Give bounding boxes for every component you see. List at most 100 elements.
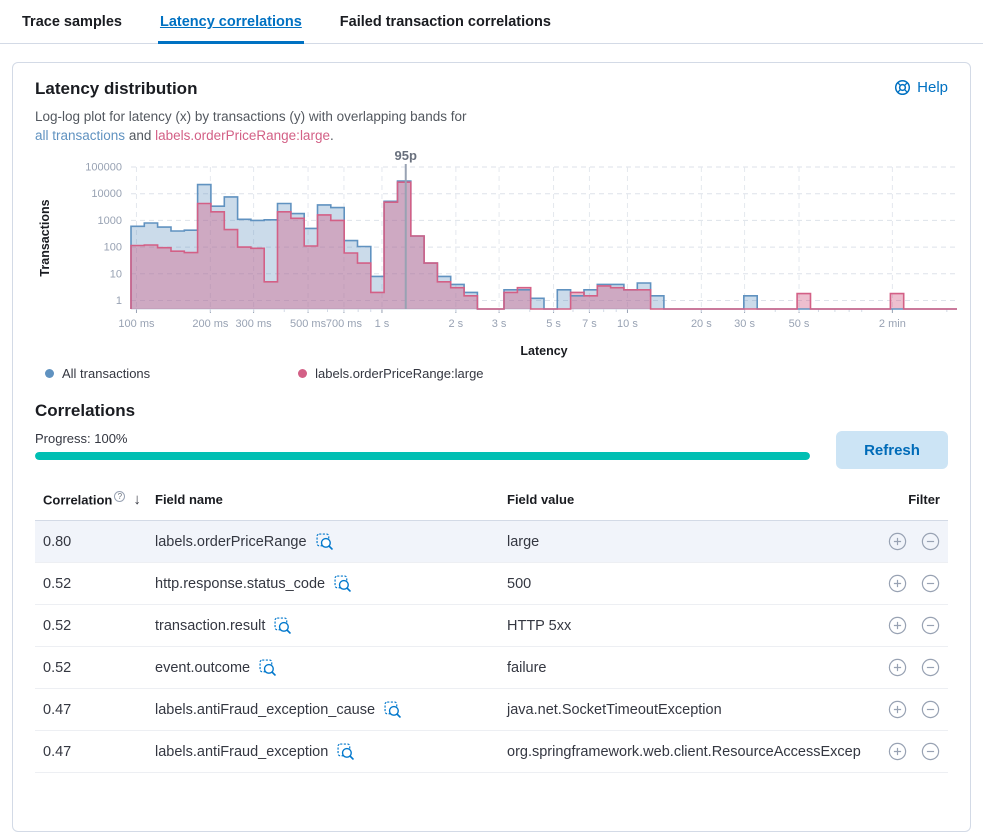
column-header-correlation[interactable]: Correlation? ↓ — [43, 491, 141, 509]
legend-item-all-transactions[interactable]: All transactions — [45, 366, 150, 381]
filter-exclude-minus-icon[interactable] — [921, 574, 940, 593]
filter-exclude-minus-icon[interactable] — [921, 658, 940, 677]
field-name: http.response.status_code — [155, 575, 326, 592]
filter-include-plus-icon[interactable] — [888, 532, 907, 551]
correlations-heading: Correlations — [35, 401, 136, 420]
svg-text:30 s: 30 s — [734, 318, 755, 330]
view-in-discover-icon[interactable] — [337, 743, 355, 761]
field-name: transaction.result — [155, 617, 266, 634]
correlation-value: 0.47 — [43, 743, 72, 760]
filter-exclude-minus-icon[interactable] — [921, 700, 940, 719]
all-transactions-link[interactable]: all transactions — [35, 128, 126, 143]
svg-text:2 s: 2 s — [449, 318, 464, 330]
legend-dot-pink — [298, 369, 308, 378]
svg-text:1: 1 — [116, 295, 122, 307]
svg-text:3 s: 3 s — [492, 318, 507, 330]
help-label: Help — [917, 79, 948, 96]
svg-text:500 ms: 500 ms — [290, 318, 327, 330]
svg-text:1 s: 1 s — [375, 318, 390, 330]
field-name: labels.antiFraud_exception — [155, 743, 329, 760]
filter-include-plus-icon[interactable] — [888, 658, 907, 677]
correlation-value: 0.80 — [43, 533, 72, 550]
help-link[interactable]: Help — [894, 79, 948, 96]
description-conjunction: and — [128, 128, 152, 143]
info-icon[interactable]: ? — [114, 491, 126, 502]
field-value: large — [507, 533, 540, 550]
svg-text:2 min: 2 min — [879, 318, 906, 330]
correlation-value: 0.52 — [43, 659, 72, 676]
progress-bar — [35, 452, 810, 460]
latency-distribution-chart: 1 10 100 1000 10000 100000 100 ms 200 ms 300 ms 5… — [35, 148, 957, 364]
view-in-discover-icon[interactable] — [316, 533, 333, 551]
filter-exclude-minus-icon[interactable] — [921, 532, 940, 551]
table-row: 0.52 http.response.status_code 500 — [35, 563, 948, 606]
y-axis-title: Transactions — [38, 199, 52, 276]
field-value: failure — [507, 659, 547, 676]
column-header-field-value: Field value — [507, 492, 575, 508]
tab-latency-correlations[interactable]: Latency correlations — [157, 2, 304, 44]
legend-dot-blue — [45, 369, 54, 378]
table-row: 0.47 labels.antiFraud_exception org.spring… — [35, 731, 948, 774]
field-name: labels.antiFraud_exception_cause — [155, 701, 376, 718]
svg-text:5 s: 5 s — [546, 318, 561, 330]
svg-text:50 s: 50 s — [789, 318, 810, 330]
legend-label: All transactions — [62, 366, 151, 381]
filter-exclude-minus-icon[interactable] — [921, 616, 940, 635]
tab-failed-transaction-correlations[interactable]: Failed transaction correlations — [339, 14, 551, 30]
correlation-value: 0.52 — [43, 575, 72, 592]
field-name: event.outcome — [155, 659, 251, 676]
svg-text:200 ms: 200 ms — [192, 318, 229, 330]
svg-text:300 ms: 300 ms — [236, 318, 273, 330]
table-row: 0.80 labels.orderPriceRange large — [35, 521, 948, 564]
column-header-filter: Filter — [908, 492, 940, 508]
sort-descending-icon[interactable]: ↓ — [133, 491, 141, 509]
svg-text:700 ms: 700 ms — [326, 318, 363, 330]
chart-legend: All transactions labels.orderPriceRange:… — [45, 366, 948, 381]
table-row: 0.47 labels.antiFraud_exception_cause java… — [35, 689, 948, 732]
chart-description: Log-log plot for latency (x) by transact… — [35, 107, 948, 145]
tab-trace-samples[interactable]: Trace samples — [22, 14, 122, 30]
svg-text:95p: 95p — [395, 151, 417, 163]
svg-text:100 ms: 100 ms — [118, 318, 155, 330]
column-header-field-name: Field name — [155, 492, 223, 508]
filter-include-plus-icon[interactable] — [888, 700, 907, 719]
filter-include-plus-icon[interactable] — [888, 574, 907, 593]
view-in-discover-icon[interactable] — [259, 659, 276, 677]
field-name: labels.orderPriceRange — [155, 533, 307, 550]
field-value: org.springframework.web.client.ResourceA… — [507, 743, 861, 760]
view-in-discover-icon[interactable] — [334, 575, 351, 593]
field-value: 500 — [507, 575, 532, 592]
svg-text:Latency: Latency — [520, 344, 567, 358]
refresh-button[interactable]: Refresh — [836, 431, 948, 469]
filter-include-plus-icon[interactable] — [888, 616, 907, 635]
correlations-table-body: 0.80 labels.orderPriceRange large 0.52 http.… — [35, 521, 948, 774]
panel-title: Latency distribution — [35, 79, 198, 98]
svg-text:100: 100 — [104, 242, 122, 254]
svg-text:10 s: 10 s — [617, 318, 638, 330]
svg-text:10000: 10000 — [91, 188, 122, 200]
description-text: Log-log plot for latency (x) by transact… — [35, 109, 467, 124]
table-row: 0.52 transaction.result HTTP 5xx — [35, 605, 948, 648]
filter-exclude-minus-icon[interactable] — [921, 742, 940, 761]
description-period: . — [329, 128, 334, 143]
view-in-discover-icon[interactable] — [274, 617, 292, 635]
field-value: HTTP 5xx — [507, 617, 572, 634]
svg-text:100000: 100000 — [85, 162, 122, 174]
svg-text:20 s: 20 s — [691, 318, 712, 330]
svg-text:1000: 1000 — [98, 215, 122, 227]
order-price-range-link[interactable]: labels.orderPriceRange:large — [155, 128, 330, 143]
life-ring-help-icon — [894, 79, 911, 96]
correlations-table-header: Correlation? ↓ Field name Field value Fil… — [35, 479, 948, 522]
field-value: java.net.SocketTimeoutException — [507, 701, 722, 718]
correlations-table: Correlation? ↓ Field name Field value Fil… — [35, 479, 948, 774]
correlation-value: 0.52 — [43, 617, 72, 634]
table-row: 0.52 event.outcome failure — [35, 647, 948, 690]
tab-bar: Trace samples Latency correlations Faile… — [0, 2, 983, 44]
legend-label: labels.orderPriceRange:large — [315, 366, 484, 381]
view-in-discover-icon[interactable] — [384, 701, 401, 719]
filter-include-plus-icon[interactable] — [888, 742, 907, 761]
latency-correlations-panel: Latency distribution Help Log-log plot f… — [12, 62, 971, 832]
svg-text:10: 10 — [110, 268, 122, 280]
legend-item-order-price-range[interactable]: labels.orderPriceRange:large — [298, 366, 484, 381]
progress-label: Progress: 100% — [35, 431, 128, 446]
